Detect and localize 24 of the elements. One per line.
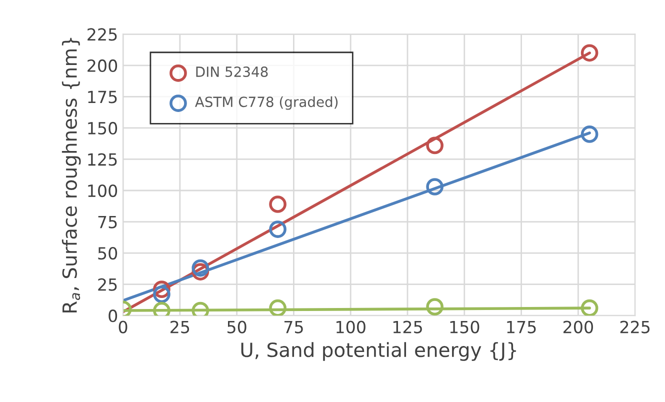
y-tick-label: 125 bbox=[88, 153, 117, 166]
y-tick-label: 25 bbox=[98, 278, 117, 291]
y-axis-title: R$_{a}$, Surface roughness {nm} bbox=[62, 38, 81, 312]
y-tick-label: 50 bbox=[98, 247, 118, 260]
x-tick-label: 150 bbox=[450, 320, 480, 334]
y-tick-label: 100 bbox=[88, 184, 118, 198]
y-tick-label: 75 bbox=[98, 216, 117, 228]
x-tick-label: 200 bbox=[563, 320, 593, 334]
legend-label: ASTM C778 (graded) bbox=[195, 96, 338, 110]
x-tick-label: 75 bbox=[284, 320, 303, 334]
y-tick-label: 175 bbox=[88, 90, 117, 104]
x-tick-label: 225 bbox=[620, 320, 650, 334]
x-tick-label: 100 bbox=[336, 320, 366, 334]
y-tick-label: 0 bbox=[108, 310, 118, 322]
x-tick-label: 175 bbox=[507, 320, 536, 334]
y-tick-label: 225 bbox=[88, 28, 117, 41]
x-tick-label: 25 bbox=[170, 320, 190, 334]
legend-label: DIN 52348 bbox=[196, 66, 268, 78]
y-tick-label: 150 bbox=[88, 122, 118, 135]
x-tick-label: 50 bbox=[227, 320, 246, 334]
x-tick-label: 0 bbox=[118, 320, 128, 334]
y-tick-label: 200 bbox=[88, 59, 118, 72]
x-axis-title: U, Sand potential energy {J} bbox=[241, 342, 516, 361]
x-tick-label: 125 bbox=[393, 320, 422, 334]
